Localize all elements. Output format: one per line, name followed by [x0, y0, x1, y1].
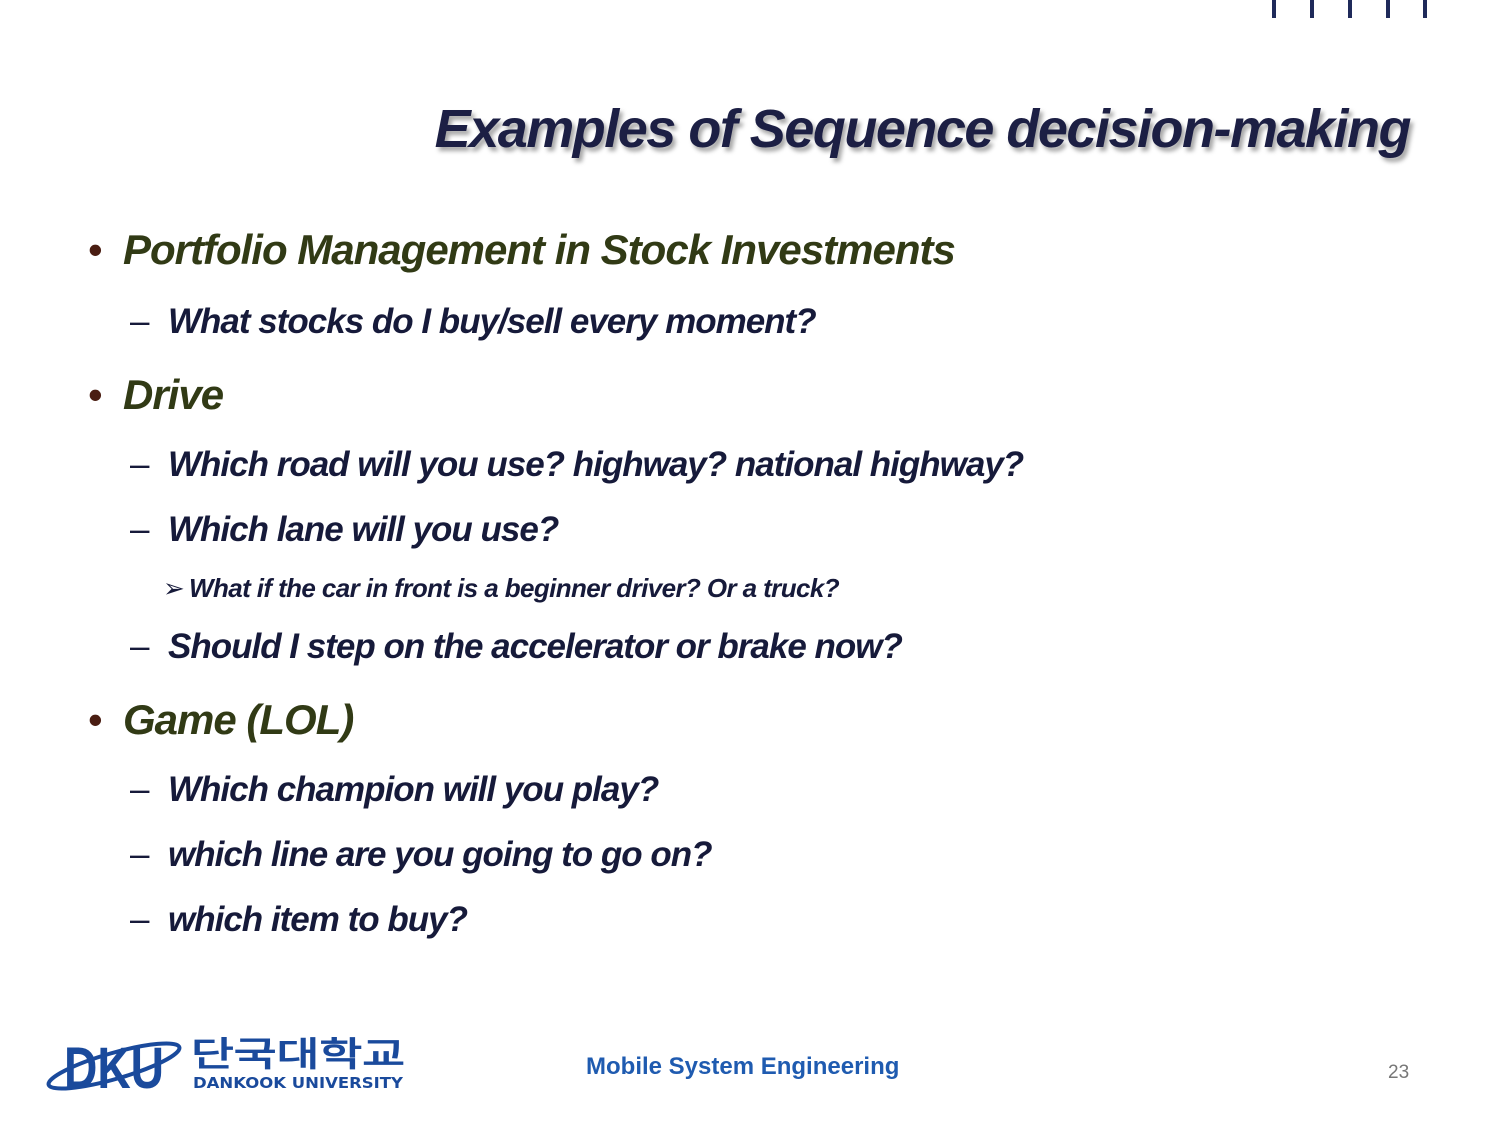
logo-orbit-icon	[46, 1041, 182, 1091]
bullet-text: Drive	[123, 371, 224, 418]
sub-sub-bullet-text: What if the car in front is a beginner d…	[189, 573, 840, 603]
decor-tick	[1310, 0, 1314, 18]
arrow-bullet-icon: ➢	[163, 573, 185, 603]
bullet-item: • Drive	[88, 371, 224, 419]
bullet-dot-icon: •	[88, 696, 103, 743]
sub-bullet-text: Should I step on the accelerator or brak…	[168, 627, 903, 666]
dash-icon: –	[130, 510, 149, 549]
sub-bullet-item: – What stocks do I buy/sell every moment?	[130, 302, 817, 342]
decor-tick	[1348, 0, 1352, 18]
bullet-text: Game (LOL)	[123, 696, 354, 743]
sub-bullet-text: which item to buy?	[168, 900, 468, 939]
sub-bullet-item: – which line are you going to go on?	[130, 835, 712, 875]
dash-icon: –	[130, 835, 149, 874]
bullet-item: • Game (LOL)	[88, 696, 354, 744]
sub-bullet-item: – Which lane will you use?	[130, 510, 559, 550]
header-decoration	[1270, 0, 1430, 20]
logo-english-name: DANKOOK UNIVERSITY	[193, 1074, 404, 1092]
sub-bullet-item: – which item to buy?	[130, 900, 468, 940]
sub-bullet-item: – Which champion will you play?	[130, 770, 659, 810]
bullet-dot-icon: •	[88, 226, 103, 273]
bullet-item: • Portfolio Management in Stock Investmen…	[88, 226, 956, 274]
dash-icon: –	[130, 302, 149, 341]
sub-bullet-text: Which road will you use? highway? nation…	[168, 445, 1024, 484]
bullet-text: Portfolio Management in Stock Investment…	[123, 226, 956, 273]
dash-icon: –	[130, 770, 149, 809]
sub-bullet-text: Which champion will you play?	[168, 770, 659, 809]
sub-bullet-text: What stocks do I buy/sell every moment?	[168, 302, 817, 341]
course-title: Mobile System Engineering	[586, 1053, 900, 1080]
university-logo: DKU 단국대학교 DANKOOK UNIVERSITY	[46, 1035, 405, 1096]
decor-tick	[1272, 0, 1276, 18]
page-number: 23	[1388, 1062, 1410, 1083]
sub-sub-bullet-item: ➢ What if the car in front is a beginner …	[163, 573, 840, 604]
dash-icon: –	[130, 627, 149, 666]
sub-bullet-text: Which lane will you use?	[168, 510, 559, 549]
decor-tick	[1423, 0, 1427, 18]
sub-bullet-text: which line are you going to go on?	[168, 835, 712, 874]
decor-tick	[1386, 0, 1390, 18]
bullet-dot-icon: •	[88, 371, 103, 418]
slide-title: Examples of Sequence decision-making	[434, 99, 1412, 159]
sub-bullet-item: – Should I step on the accelerator or bra…	[130, 627, 903, 667]
logo-korean-name: 단국대학교	[191, 1035, 405, 1075]
logo-mark: DKU	[64, 1036, 164, 1096]
dash-icon: –	[130, 900, 149, 939]
dash-icon: –	[130, 445, 149, 484]
sub-bullet-item: – Which road will you use? highway? natio…	[130, 445, 1024, 485]
